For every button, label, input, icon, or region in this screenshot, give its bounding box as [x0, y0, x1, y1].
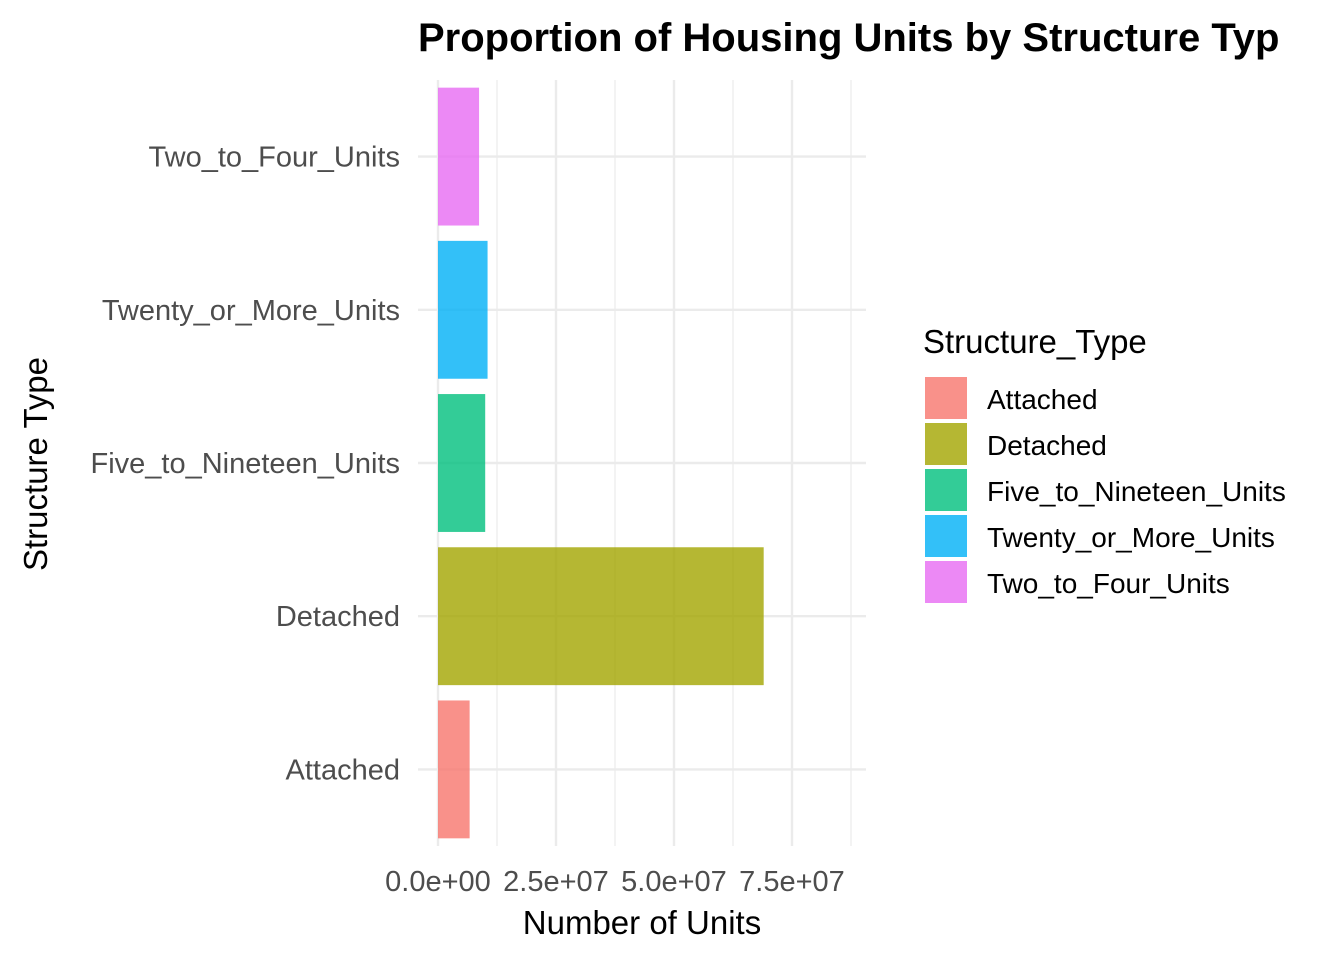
bars [438, 87, 764, 839]
x-tick-labels: 0.0e+00 2.5e+07 5.0e+07 7.5e+07 [385, 866, 845, 898]
legend-title: Structure_Type [923, 323, 1147, 360]
y-tick-label: Detached [276, 601, 400, 633]
bar-twenty-or-more-units [438, 240, 488, 379]
legend-swatch [925, 561, 967, 603]
y-tick-label: Two_to_Four_Units [149, 142, 400, 174]
legend-swatch [925, 469, 967, 511]
legend-items: Attached Detached Five_to_Nineteen_Units Tw… [925, 377, 1286, 603]
legend-label: Detached [987, 430, 1107, 461]
chart-title: Proportion of Housing Units by Structure… [418, 16, 1279, 60]
y-tick-label: Attached [286, 754, 400, 786]
y-tick-label: Twenty_or_More_Units [102, 295, 400, 327]
legend-label: Two_to_Four_Units [987, 568, 1230, 599]
legend-swatch [925, 423, 967, 465]
bar-detached [438, 547, 764, 686]
legend-swatch [925, 377, 967, 419]
y-tick-label: Five_to_Nineteen_Units [90, 448, 400, 480]
legend-label: Five_to_Nineteen_Units [987, 476, 1286, 507]
bar-two-to-four-units [438, 87, 480, 226]
x-tick-label: 5.0e+07 [621, 866, 727, 898]
x-tick-label: 7.5e+07 [739, 866, 845, 898]
legend: Structure_Type Attached Detached Five_to_N… [923, 323, 1286, 603]
x-tick-label: 2.5e+07 [503, 866, 609, 898]
legend-label: Attached [987, 384, 1098, 415]
x-axis-title: Number of Units [523, 904, 761, 941]
bar-attached [438, 700, 470, 839]
x-tick-label: 0.0e+00 [385, 866, 491, 898]
legend-swatch [925, 515, 967, 557]
y-axis-title: Structure Type [17, 357, 54, 571]
bar-five-to-nineteen-units [438, 394, 486, 532]
legend-label: Twenty_or_More_Units [987, 522, 1275, 553]
y-tick-labels: Attached Detached Five_to_Nineteen_Units Tw… [90, 142, 400, 787]
